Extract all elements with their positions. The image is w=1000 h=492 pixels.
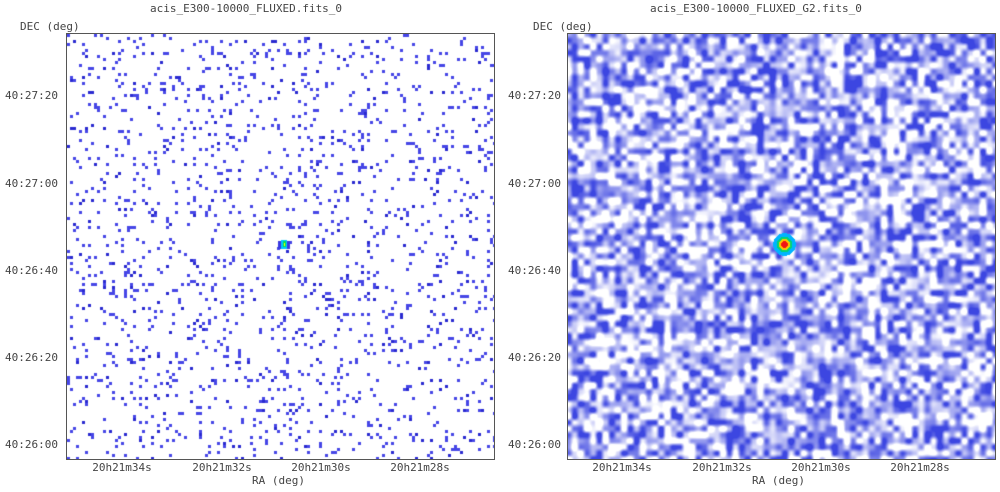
- left-panel-title: acis_E300-10000_FLUXED.fits_0: [150, 2, 343, 15]
- left-y-axis-label: DEC (deg): [20, 20, 80, 33]
- left-x-tick: 20h21m34s: [92, 461, 152, 474]
- right-panel-title: acis_E300-10000_FLUXED_G2.fits_0: [650, 2, 862, 15]
- right-x-tick: 20h21m30s: [791, 461, 851, 474]
- left-y-tick: 40:26:00: [5, 438, 58, 451]
- right-x-tick: 20h21m32s: [692, 461, 752, 474]
- right-image-plot[interactable]: [567, 33, 996, 460]
- left-y-tick: 40:27:20: [5, 89, 58, 102]
- right-y-tick: 40:27:00: [508, 177, 561, 190]
- left-y-tick: 40:27:00: [5, 177, 58, 190]
- left-y-tick: 40:26:20: [5, 351, 58, 364]
- right-y-tick: 40:27:20: [508, 89, 561, 102]
- right-image-canvas: [568, 34, 995, 459]
- left-x-tick: 20h21m32s: [192, 461, 252, 474]
- right-x-tick: 20h21m34s: [592, 461, 652, 474]
- right-y-tick: 40:26:40: [508, 264, 561, 277]
- left-x-tick: 20h21m28s: [390, 461, 450, 474]
- right-y-axis-label: DEC (deg): [533, 20, 593, 33]
- left-x-axis-label: RA (deg): [252, 474, 305, 487]
- left-image-canvas: [67, 34, 494, 459]
- right-x-tick: 20h21m28s: [890, 461, 950, 474]
- right-y-tick: 40:26:20: [508, 351, 561, 364]
- right-x-axis-label: RA (deg): [752, 474, 805, 487]
- right-y-tick: 40:26:00: [508, 438, 561, 451]
- left-image-plot[interactable]: [66, 33, 495, 460]
- left-y-tick: 40:26:40: [5, 264, 58, 277]
- left-x-tick: 20h21m30s: [291, 461, 351, 474]
